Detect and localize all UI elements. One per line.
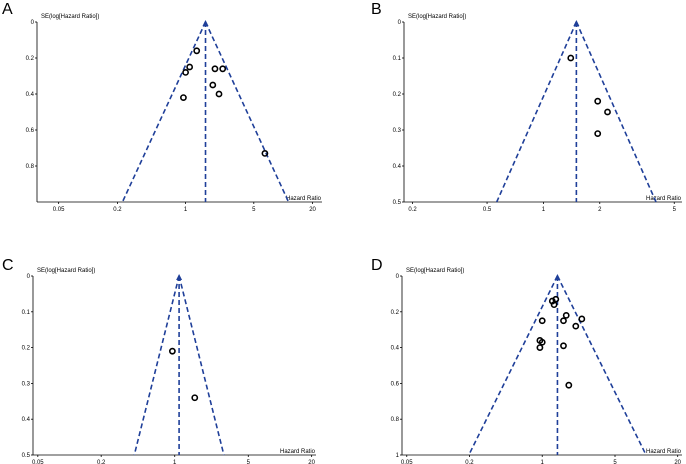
x-tick-label: 0.2 [465,460,474,464]
study-point [560,317,567,325]
study-point [578,315,586,323]
x-tick-label: 1 [541,460,545,464]
funnel-right-bound [204,21,290,203]
x-tick-label: 1 [173,460,177,464]
panel-letter: C [2,257,14,274]
study-point [550,301,558,309]
y-tick-label: 0 [31,20,35,26]
panel-d: D SE(log[Hazard Ratio]) Hazard Ratio 0 0.2 0.… [371,257,682,464]
x-tick-label: 0.05 [53,207,65,213]
panel-a: A SE(log[Hazard Ratio]) Hazard Ratio 0 0.2 0.… [2,1,322,213]
funnel-left-bound [468,275,559,456]
y-tick-label: 0 [396,274,400,280]
panel-b: B SE(log[Hazard Ratio]) Hazard Ratio 0 0.1 0.… [371,1,682,213]
x-tick-label: 20 [308,460,315,464]
x-tick-label: 0.05 [401,460,413,464]
funnel-apex-marker [554,274,561,280]
x-tick-label: 5 [252,207,256,213]
study-point [567,54,575,62]
x-tick-label: 1 [542,207,546,213]
panel-letter: D [371,257,383,274]
funnel-left-bound [133,275,180,456]
y-tick-label: 0.4 [393,164,402,170]
y-tick-label: 0.6 [391,381,400,387]
y-axis-title: SE(log[Hazard Ratio]) [408,14,466,20]
x-axis-title: Hazard Ratio [646,196,682,202]
funnel-apex-marker [202,20,209,26]
y-axis-title: SE(log[Hazard Ratio]) [41,14,99,20]
funnel-apex-marker [176,274,183,280]
y-tick-label: 0.1 [22,310,31,316]
study-point [594,97,602,105]
x-tick-label: 5 [247,460,251,464]
x-axis-title: Hazard Ratio [286,196,322,202]
study-point [538,338,546,346]
x-tick-label: 5 [673,207,677,213]
x-tick-label: 0.2 [97,460,106,464]
study-point [215,90,223,98]
y-tick-label: 0.4 [391,346,400,352]
y-tick-label: 0.4 [22,417,31,423]
y-tick-label: 1 [396,453,400,459]
y-tick-label: 0.2 [26,56,35,62]
y-tick-label: 0.8 [26,164,35,170]
study-point [211,65,219,73]
study-point [572,322,580,330]
y-tick-label: 0.4 [26,92,35,98]
panel-letter: B [371,1,382,18]
y-tick-label: 0.5 [393,200,402,206]
funnel-apex-marker [573,20,580,26]
y-tick-label: 0.3 [22,381,31,387]
funnel-left-bound [121,21,207,203]
funnel-right-bound [556,275,647,456]
study-point [180,94,187,101]
study-point [562,311,570,319]
y-tick-label: 0.8 [391,417,400,423]
y-tick-label: 0 [398,20,402,26]
study-point [552,295,560,303]
study-point [594,130,602,137]
x-tick-label: 2 [598,207,602,213]
study-point [560,342,567,350]
study-point [565,381,573,389]
study-point [193,47,201,55]
study-point [604,108,611,116]
x-tick-label: 20 [674,460,681,464]
study-point [261,149,269,157]
x-tick-label: 1 [184,207,188,213]
study-point [191,394,199,402]
y-tick-label: 0.3 [393,128,402,134]
x-tick-label: 0.05 [32,460,44,464]
y-tick-label: 0.5 [22,453,31,459]
y-tick-label: 0.2 [391,310,400,316]
funnel-left-bound [495,21,578,203]
x-tick-label: 0.5 [483,207,492,213]
x-axis-title: Hazard Ratio [646,449,682,455]
funnel-right-bound [575,21,657,203]
y-tick-label: 0.2 [393,92,402,98]
panel-c: C SE(log[Hazard Ratio]) Hazard Ratio 0 0.1 0.… [2,257,316,464]
x-tick-label: 5 [613,460,617,464]
y-tick-label: 0.1 [393,56,402,62]
y-tick-label: 0.2 [22,346,31,352]
study-point [219,65,227,73]
y-axis-title: SE(log[Hazard Ratio]) [37,268,95,274]
study-point [182,69,189,76]
study-point [536,344,544,351]
x-tick-label: 0.2 [113,207,122,213]
y-tick-label: 0.6 [26,128,35,134]
funnel-right-bound [178,275,225,456]
study-point [538,317,546,325]
x-tick-label: 20 [309,207,316,213]
y-tick-label: 0 [27,274,31,280]
study-point [186,63,194,71]
panel-letter: A [2,1,13,18]
study-point [168,347,176,355]
x-tick-label: 0.2 [408,207,417,213]
study-point [209,81,217,89]
y-axis-title: SE(log[Hazard Ratio]) [406,268,464,274]
x-axis-title: Hazard Ratio [280,449,316,455]
